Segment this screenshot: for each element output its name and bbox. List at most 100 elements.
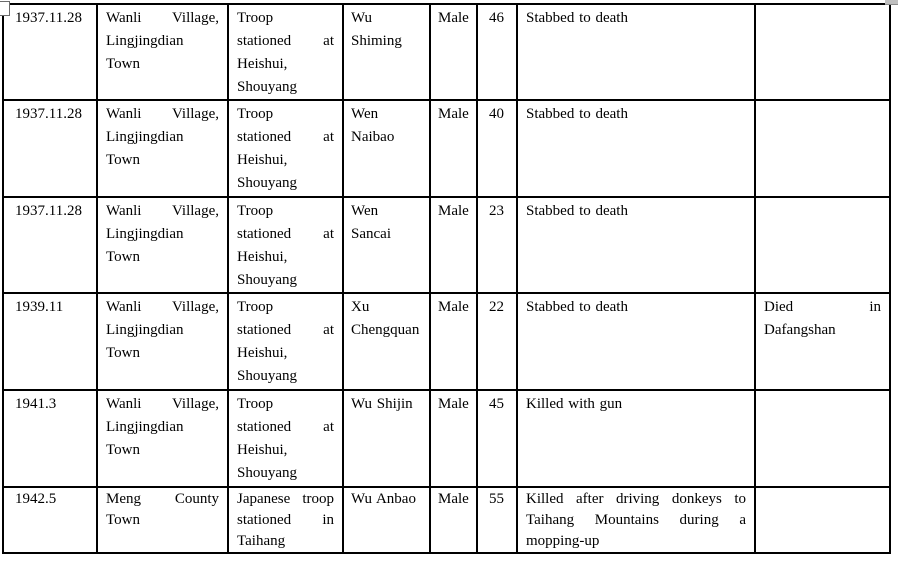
cell-line: Troop (237, 10, 274, 26)
cell-place[interactable]: Wanli Village, Lingjingdian Town (96, 196, 229, 294)
cell-notes[interactable] (754, 3, 891, 101)
cell-age[interactable]: 23 (476, 196, 518, 294)
cell-troop[interactable]: Troop stationed at Heishui, Shouyang (227, 196, 344, 294)
cell-age[interactable]: 46 (476, 3, 518, 101)
cell-line: Died in (764, 299, 881, 315)
cell-place[interactable]: Wanli Village, Lingjingdian Town (96, 292, 229, 391)
cell-notes[interactable] (754, 196, 891, 294)
cell-line: Killed with gun (526, 396, 623, 412)
cell-line: Heishui, (237, 442, 288, 458)
cell-place[interactable]: Wanli Village, Lingjingdian Town (96, 3, 229, 101)
table-row: 1942.5 Meng County Town Japanese troop sta… (2, 486, 891, 554)
cell-date[interactable]: 1942.5 (2, 486, 98, 554)
cell-date[interactable]: 1941.3 (2, 389, 98, 488)
cell-line: Lingjingdian (106, 419, 184, 435)
cell-line: Shouyang (237, 368, 297, 384)
cell-line: stationed at (237, 33, 334, 49)
cell-line: Heishui, (237, 152, 288, 168)
cell-cause[interactable]: Killed after driving donkeys to Taihang M… (516, 486, 756, 554)
cell-age[interactable]: 40 (476, 99, 518, 198)
cell-line: stationed at (237, 226, 334, 242)
cell-line: Town (106, 152, 140, 168)
cell-gender[interactable]: Male (429, 3, 478, 101)
scrollbar-fragment[interactable] (885, 0, 898, 5)
cell-line: Town (106, 249, 140, 265)
cell-date[interactable]: 1937.11.28 (2, 196, 98, 294)
cell-name[interactable]: Wen Naibao (342, 99, 431, 198)
cell-gender[interactable]: Male (429, 99, 478, 198)
cell-troop[interactable]: Japanese troop stationed in Taihang (227, 486, 344, 554)
cell-name[interactable]: Wu Shiming (342, 3, 431, 101)
cell-line: Stabbed to death (526, 299, 628, 315)
cell-cause[interactable]: Stabbed to death (516, 3, 756, 101)
cell-gender[interactable]: Male (429, 486, 478, 554)
table-row: 1937.11.28 Wanli Village, Lingjingdian Tow… (2, 99, 891, 198)
cell-line: Town (106, 512, 140, 528)
cell-notes[interactable] (754, 389, 891, 488)
cell-line: Wen (351, 203, 379, 219)
cell-line: Lingjingdian (106, 226, 184, 242)
cell-name[interactable]: Wu Shijin (342, 389, 431, 488)
cell-line: Taihang (237, 533, 286, 549)
cell-line: Stabbed to death (526, 106, 628, 122)
cell-name[interactable]: Wen Sancai (342, 196, 431, 294)
cell-line: Heishui, (237, 56, 288, 72)
cell-gender[interactable]: Male (429, 389, 478, 488)
cell-place[interactable]: Wanli Village, Lingjingdian Town (96, 389, 229, 488)
cell-notes[interactable] (754, 99, 891, 198)
cell-gender[interactable]: Male (429, 292, 478, 391)
cell-line: Troop (237, 203, 274, 219)
cell-line: Stabbed to death (526, 203, 628, 219)
cell-line: Meng County (106, 491, 219, 507)
table-handle-fragment (0, 1, 10, 16)
cell-age[interactable]: 55 (476, 486, 518, 554)
cell-troop[interactable]: Troop stationed at Heishui, Shouyang (227, 99, 344, 198)
cell-cause[interactable]: Killed with gun (516, 389, 756, 488)
cell-line: Wanli Village, (106, 396, 219, 412)
cell-cause[interactable]: Stabbed to death (516, 99, 756, 198)
cell-cause[interactable]: Stabbed to death (516, 292, 756, 391)
cell-line: Town (106, 345, 140, 361)
cell-line: Town (106, 56, 140, 72)
table-row: 1937.11.28 Wanli Village, Lingjingdian Tow… (2, 196, 891, 294)
cell-line: Wanli Village, (106, 203, 219, 219)
cell-line: Troop (237, 106, 274, 122)
cell-line: Heishui, (237, 249, 288, 265)
cell-notes[interactable]: Died in Dafangshan (754, 292, 891, 391)
cell-name[interactable]: Xu Chengquan (342, 292, 431, 391)
cell-gender[interactable]: Male (429, 196, 478, 294)
cell-line: Wanli Village, (106, 10, 219, 26)
cell-place[interactable]: Meng County Town (96, 486, 229, 554)
cell-line: stationed at (237, 419, 334, 435)
cell-cause[interactable]: Stabbed to death (516, 196, 756, 294)
casualty-records-table: 1937.11.28 Wanli Village, Lingjingdian Tow… (2, 3, 891, 554)
cell-place[interactable]: Wanli Village, Lingjingdian Town (96, 99, 229, 198)
cell-name[interactable]: Wu Anbao (342, 486, 431, 554)
cell-troop[interactable]: Troop stationed at Heishui, Shouyang (227, 3, 344, 101)
table-row: 1937.11.28 Wanli Village, Lingjingdian Tow… (2, 3, 891, 101)
cell-line: Wu Shijin (351, 396, 413, 412)
cell-line: mopping-up (526, 533, 600, 549)
cell-date[interactable]: 1939.11 (2, 292, 98, 391)
cell-date[interactable]: 1937.11.28 (2, 99, 98, 198)
cell-troop[interactable]: Troop stationed at Heishui, Shouyang (227, 389, 344, 488)
table-row: 1939.11 Wanli Village, Lingjingdian Town T… (2, 292, 891, 391)
cell-line: Chengquan (351, 322, 420, 338)
table-row: 1941.3 Wanli Village, Lingjingdian Town Tr… (2, 389, 891, 488)
cell-line: Troop (237, 396, 274, 412)
cell-age[interactable]: 45 (476, 389, 518, 488)
cell-age[interactable]: 22 (476, 292, 518, 391)
cell-troop[interactable]: Troop stationed at Heishui, Shouyang (227, 292, 344, 391)
cell-line: stationed in (237, 512, 334, 528)
cell-line: Killed after driving donkeys to (526, 491, 746, 507)
cell-line: Wanli Village, (106, 106, 219, 122)
cell-line: Sancai (351, 226, 391, 242)
cell-line: Shiming (351, 33, 402, 49)
cell-line: Shouyang (237, 79, 297, 95)
cell-line: Shouyang (237, 175, 297, 191)
cell-line: Japanese troop (237, 491, 334, 507)
cell-date[interactable]: 1937.11.28 (2, 3, 98, 101)
cell-line: Taihang Mountains during a (526, 512, 746, 528)
cell-line: Wu (351, 10, 373, 26)
cell-notes[interactable] (754, 486, 891, 554)
